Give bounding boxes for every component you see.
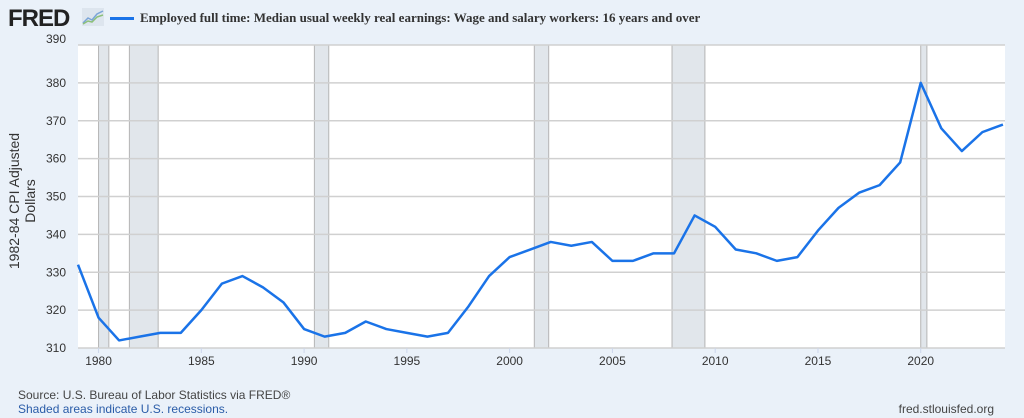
logo-graph-icon <box>82 8 104 26</box>
fred-logo[interactable]: FRED <box>8 5 70 32</box>
y-tick-label: 380 <box>46 76 66 90</box>
legend: Employed full time: Median usual weekly … <box>110 10 700 26</box>
x-tick-label: 2000 <box>496 354 523 368</box>
y-tick-label: 350 <box>46 190 66 204</box>
x-tick-label: 2005 <box>599 354 626 368</box>
y-tick-label: 320 <box>46 303 66 317</box>
y-tick-label: 330 <box>46 265 66 279</box>
series-line <box>76 81 1004 342</box>
x-tick-label: 1990 <box>291 354 318 368</box>
y-tick-label: 310 <box>46 341 66 355</box>
y-tick-label: 390 <box>46 32 66 46</box>
y-tick-label: 360 <box>46 152 66 166</box>
x-tick-label: 1980 <box>85 354 112 368</box>
x-tick-label: 2020 <box>907 354 934 368</box>
site-url[interactable]: fred.stlouisfed.org <box>898 402 994 416</box>
recession-note-link[interactable]: Shaded areas indicate U.S. recessions. <box>18 402 229 416</box>
x-tick-label: 1985 <box>188 354 215 368</box>
x-tick-label: 1995 <box>394 354 421 368</box>
y-tick-label: 370 <box>46 114 66 128</box>
legend-label: Employed full time: Median usual weekly … <box>140 10 701 25</box>
legend-swatch <box>110 16 134 20</box>
source-note: Source: U.S. Bureau of Labor Statistics … <box>18 388 291 402</box>
y-tick-label: 340 <box>46 227 66 241</box>
x-tick-label: 2015 <box>805 354 832 368</box>
y-axis-label: 1982-84 CPI Adjusted Dollars <box>6 132 38 270</box>
x-tick-label: 2010 <box>702 354 729 368</box>
